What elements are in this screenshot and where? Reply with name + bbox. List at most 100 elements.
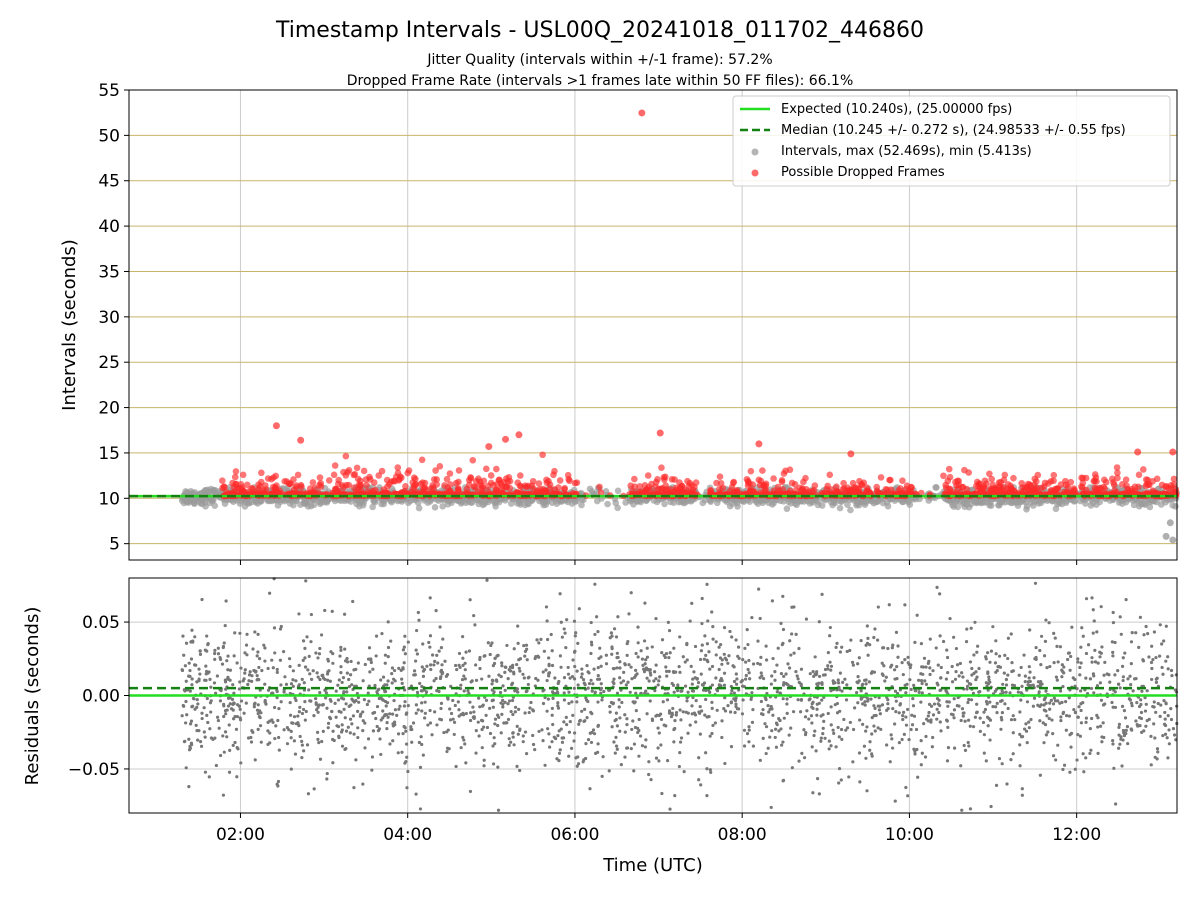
residual-point <box>463 677 467 681</box>
intervals-ytick-label-0: 5 <box>109 535 120 555</box>
residual-point <box>693 644 698 649</box>
dropped-point <box>1100 476 1108 484</box>
residual-point <box>291 678 295 682</box>
residual-point <box>750 720 755 724</box>
residual-point <box>897 741 901 745</box>
residual-point <box>504 665 508 669</box>
residual-point <box>188 668 192 673</box>
residual-point <box>593 690 597 694</box>
dropped-point <box>333 486 341 494</box>
residual-point <box>1027 726 1031 730</box>
residual-point <box>585 663 589 668</box>
residual-point <box>337 678 341 682</box>
residual-point <box>244 643 249 647</box>
residual-point <box>831 728 835 732</box>
legend-median-label: Median (10.245 +/- 0.272 s), (24.98533 +… <box>781 123 1126 138</box>
residual-point <box>632 769 636 773</box>
residual-point <box>319 633 324 637</box>
intervals-ytick-label-8: 45 <box>98 172 120 192</box>
interval-point <box>933 484 940 491</box>
residual-point <box>643 601 647 605</box>
residual-point <box>946 670 950 675</box>
residual-point <box>924 717 929 721</box>
residual-point <box>183 664 187 668</box>
residual-point <box>636 641 640 645</box>
residual-point <box>235 661 239 665</box>
residual-point <box>273 705 277 710</box>
residual-point <box>590 689 594 693</box>
residual-point <box>861 722 865 726</box>
dropped-point <box>1050 477 1057 485</box>
residual-point <box>454 764 458 769</box>
residual-point <box>917 678 921 682</box>
residual-point <box>886 702 890 706</box>
residual-point <box>403 652 407 656</box>
dropped-point <box>796 484 804 492</box>
residual-point <box>711 637 715 641</box>
residual-point <box>917 690 921 694</box>
residual-point <box>797 646 801 651</box>
residual-point <box>256 727 260 731</box>
residual-point <box>827 739 831 743</box>
residual-point <box>779 671 784 676</box>
dropped-point <box>1010 474 1017 482</box>
residual-point <box>1008 691 1012 695</box>
residual-point <box>588 787 592 791</box>
residual-point <box>282 728 286 732</box>
residual-point <box>381 709 385 713</box>
residual-point <box>878 712 882 716</box>
dropped-point <box>856 477 863 485</box>
residual-point <box>221 645 225 650</box>
residual-point <box>932 702 937 706</box>
interval-point <box>836 504 844 512</box>
residual-point <box>516 732 520 736</box>
residual-point <box>213 657 217 661</box>
dropped-point <box>516 482 524 490</box>
residual-point <box>451 698 455 703</box>
residual-point <box>872 724 876 728</box>
residual-point <box>445 673 450 677</box>
residual-point <box>1166 655 1170 659</box>
residual-point <box>1019 698 1023 702</box>
residual-point <box>690 712 694 716</box>
residual-point <box>478 705 482 709</box>
residual-point <box>182 653 186 657</box>
residual-point <box>893 677 897 681</box>
residual-point <box>562 691 566 695</box>
residual-point <box>1064 700 1068 704</box>
residual-point <box>903 603 907 607</box>
residual-point <box>1025 741 1029 745</box>
residual-point <box>414 648 418 652</box>
residual-point <box>1070 625 1074 629</box>
residual-point <box>1166 714 1170 718</box>
residual-point <box>433 710 437 714</box>
residual-point <box>1163 710 1167 715</box>
residual-point <box>723 761 727 766</box>
residual-point <box>208 677 212 681</box>
residual-point <box>477 734 481 738</box>
residual-point <box>583 707 587 711</box>
residual-point <box>592 667 596 671</box>
dropped-point <box>231 473 239 481</box>
residual-point <box>971 725 976 729</box>
residual-point <box>1088 751 1092 756</box>
residual-point <box>710 700 714 704</box>
residual-point <box>239 666 243 670</box>
residual-point <box>233 740 237 745</box>
residual-point <box>819 736 823 740</box>
residual-point <box>1058 701 1062 705</box>
residual-point <box>789 726 793 730</box>
residual-point <box>993 661 998 665</box>
residual-point <box>704 751 708 755</box>
residual-point <box>664 669 669 673</box>
residual-point <box>496 765 500 769</box>
residual-point <box>906 707 910 712</box>
residual-point <box>1079 721 1084 725</box>
residual-point <box>331 729 335 733</box>
dropped-point <box>636 483 644 490</box>
residual-point <box>432 663 436 667</box>
residual-point <box>503 688 507 692</box>
residual-point <box>740 712 745 716</box>
residual-point <box>681 710 685 714</box>
residual-point <box>1022 653 1026 657</box>
